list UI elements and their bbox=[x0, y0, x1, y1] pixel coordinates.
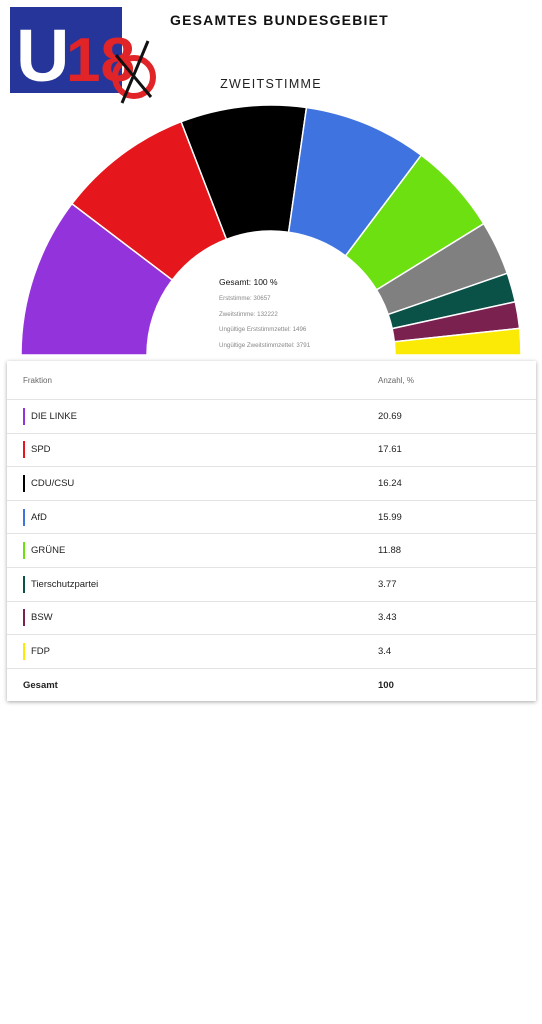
party-value: 3.4 bbox=[378, 645, 392, 657]
party-color-swatch bbox=[23, 407, 25, 425]
party-color-swatch bbox=[23, 609, 25, 627]
party-name: FDP bbox=[31, 645, 50, 657]
row-party: BSW bbox=[23, 609, 53, 627]
party-color-swatch bbox=[23, 508, 25, 526]
table-row: BSW 3.43 bbox=[7, 602, 536, 636]
party-value: 17.61 bbox=[378, 444, 402, 456]
results-table: Fraktion Anzahl, % DIE LINKE 20.69 SPD 17.6… bbox=[7, 361, 536, 701]
table-total-row: Gesamt 100 bbox=[7, 669, 536, 703]
row-party: FDP bbox=[23, 642, 50, 660]
table-row: CDU/CSU 16.24 bbox=[7, 467, 536, 501]
row-party: AfD bbox=[23, 508, 47, 526]
center-zweitstimme: Zweitstimme: 132222 bbox=[219, 310, 278, 318]
party-value: 3.77 bbox=[378, 578, 397, 590]
party-value: 15.99 bbox=[378, 511, 402, 523]
party-name: SPD bbox=[31, 444, 51, 456]
total-value: 100 bbox=[378, 680, 394, 692]
party-name: DIE LINKE bbox=[31, 410, 77, 422]
total-label: Gesamt bbox=[23, 680, 58, 692]
party-name: CDU/CSU bbox=[31, 477, 75, 489]
center-ungueltig-erst: Ungültige Erststimmzettel: 1496 bbox=[219, 326, 307, 333]
party-value: 20.69 bbox=[378, 410, 402, 422]
party-value: 11.88 bbox=[378, 545, 402, 557]
chart-center-info: Gesamt: 100 % Erststimme: 30657 Zweitsti… bbox=[219, 277, 369, 357]
row-party: Tierschutzpartei bbox=[23, 575, 99, 593]
chart-container bbox=[0, 100, 542, 362]
party-name: Tierschutzpartei bbox=[31, 578, 99, 590]
donut-chart bbox=[20, 104, 522, 356]
party-value: 3.43 bbox=[378, 612, 397, 624]
party-color-swatch bbox=[23, 642, 25, 660]
svg-text:U: U bbox=[16, 14, 69, 97]
party-color-swatch bbox=[23, 542, 25, 560]
party-name: GRÜNE bbox=[31, 545, 66, 557]
party-color-swatch bbox=[23, 474, 25, 492]
row-party: DIE LINKE bbox=[23, 407, 77, 425]
table-row: AfD 15.99 bbox=[7, 501, 536, 535]
row-party: CDU/CSU bbox=[23, 474, 75, 492]
center-total: Gesamt: 100 % bbox=[219, 277, 278, 287]
donut-slice-fdp bbox=[393, 327, 522, 356]
table-row: DIE LINKE 20.69 bbox=[7, 400, 536, 434]
table-row: GRÜNE 11.88 bbox=[7, 534, 536, 568]
page-title: GESAMTES BUNDESGEBIET bbox=[170, 12, 389, 28]
party-color-swatch bbox=[23, 441, 25, 459]
table-header: Fraktion Anzahl, % bbox=[7, 361, 536, 400]
chart-subtitle: ZWEITSTIMME bbox=[220, 77, 322, 91]
table-row: SPD 17.61 bbox=[7, 434, 536, 468]
center-erststimme: Erststimme: 30657 bbox=[219, 295, 271, 302]
party-name: AfD bbox=[31, 511, 47, 523]
header-anzahl: Anzahl, % bbox=[378, 375, 415, 385]
party-value: 16.24 bbox=[378, 477, 402, 489]
header-fraktion: Fraktion bbox=[23, 375, 52, 385]
row-party: SPD bbox=[23, 441, 51, 459]
party-name: BSW bbox=[31, 612, 53, 624]
center-ungueltig-zweit: Ungültige Zweitstimmzettel: 3791 bbox=[219, 341, 311, 349]
table-row: FDP 3.4 bbox=[7, 635, 536, 669]
party-color-swatch bbox=[23, 575, 25, 593]
row-party: GRÜNE bbox=[23, 542, 66, 560]
u18-logo: U 18 bbox=[8, 5, 158, 104]
table-row: Tierschutzpartei 3.77 bbox=[7, 568, 536, 602]
